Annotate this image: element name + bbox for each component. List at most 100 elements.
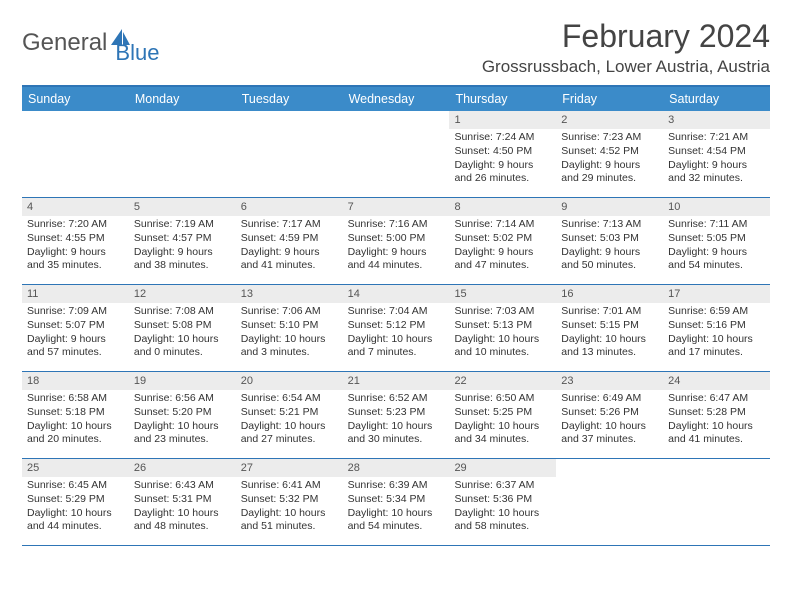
daylight-text: and 38 minutes. [134, 259, 231, 273]
week-row: 4Sunrise: 7:20 AMSunset: 4:55 PMDaylight… [22, 198, 770, 285]
sunset-text: Sunset: 5:08 PM [134, 319, 231, 333]
day-cell: 3Sunrise: 7:21 AMSunset: 4:54 PMDaylight… [663, 111, 770, 197]
sunset-text: Sunset: 5:10 PM [241, 319, 338, 333]
day-number: 10 [663, 198, 770, 216]
day-content: Sunrise: 6:39 AMSunset: 5:34 PMDaylight:… [343, 479, 450, 538]
day-content: Sunrise: 7:20 AMSunset: 4:55 PMDaylight:… [22, 218, 129, 277]
daylight-text: and 0 minutes. [134, 346, 231, 360]
day-number: 6 [236, 198, 343, 216]
day-cell: 18Sunrise: 6:58 AMSunset: 5:18 PMDayligh… [22, 372, 129, 458]
day-cell: 24Sunrise: 6:47 AMSunset: 5:28 PMDayligh… [663, 372, 770, 458]
title-block: February 2024 Grossrussbach, Lower Austr… [482, 18, 770, 77]
sunrise-text: Sunrise: 7:14 AM [454, 218, 551, 232]
day-cell: 9Sunrise: 7:13 AMSunset: 5:03 PMDaylight… [556, 198, 663, 284]
sunrise-text: Sunrise: 7:11 AM [668, 218, 765, 232]
sunset-text: Sunset: 5:31 PM [134, 493, 231, 507]
day-content: Sunrise: 7:09 AMSunset: 5:07 PMDaylight:… [22, 305, 129, 364]
day-cell [22, 111, 129, 197]
day-content: Sunrise: 7:11 AMSunset: 5:05 PMDaylight:… [663, 218, 770, 277]
day-content: Sunrise: 6:50 AMSunset: 5:25 PMDaylight:… [449, 392, 556, 451]
day-number: 5 [129, 198, 236, 216]
day-number: 22 [449, 372, 556, 390]
day-number: 23 [556, 372, 663, 390]
daylight-text: and 48 minutes. [134, 520, 231, 534]
sunset-text: Sunset: 5:29 PM [27, 493, 124, 507]
sunrise-text: Sunrise: 7:06 AM [241, 305, 338, 319]
day-cell: 20 Sunrise: 6:54 AMSunset: 5:21 PMDayligh… [236, 372, 343, 458]
sunset-text: Sunset: 5:05 PM [668, 232, 765, 246]
week-row: 25Sunrise: 6:45 AMSunset: 5:29 PMDayligh… [22, 459, 770, 546]
day-number [343, 111, 450, 129]
sunset-text: Sunset: 5:34 PM [348, 493, 445, 507]
weekday-header-row: SundayMondayTuesdayWednesdayThursdayFrid… [22, 87, 770, 111]
day-cell: 10 Sunrise: 7:11 AMSunset: 5:05 PMDayligh… [663, 198, 770, 284]
day-number: 20 [236, 372, 343, 390]
day-cell [236, 111, 343, 197]
day-content: Sunrise: 7:08 AMSunset: 5:08 PMDaylight:… [129, 305, 236, 364]
day-number: 18 [22, 372, 129, 390]
day-cell: 4Sunrise: 7:20 AMSunset: 4:55 PMDaylight… [22, 198, 129, 284]
day-number [22, 111, 129, 129]
day-number: 7 [343, 198, 450, 216]
day-content: Sunrise: 6:59 AMSunset: 5:16 PMDaylight:… [663, 305, 770, 364]
sunrise-text: Sunrise: 6:49 AM [561, 392, 658, 406]
day-number: 12 [129, 285, 236, 303]
daylight-text: and 58 minutes. [454, 520, 551, 534]
daylight-text: Daylight: 10 hours [454, 507, 551, 521]
week-row: 18Sunrise: 6:58 AMSunset: 5:18 PMDayligh… [22, 372, 770, 459]
day-cell [129, 111, 236, 197]
day-cell [556, 459, 663, 545]
daylight-text: and 30 minutes. [348, 433, 445, 447]
daylight-text: and 34 minutes. [454, 433, 551, 447]
sunrise-text: Sunrise: 7:03 AM [454, 305, 551, 319]
sunrise-text: Sunrise: 7:01 AM [561, 305, 658, 319]
weekday-header: Wednesday [343, 87, 450, 111]
day-content: Sunrise: 6:56 AMSunset: 5:20 PMDaylight:… [129, 392, 236, 451]
daylight-text: and 44 minutes. [348, 259, 445, 273]
daylight-text: Daylight: 10 hours [668, 333, 765, 347]
daylight-text: and 23 minutes. [134, 433, 231, 447]
daylight-text: and 50 minutes. [561, 259, 658, 273]
weekday-header: Monday [129, 87, 236, 111]
sunset-text: Sunset: 5:28 PM [668, 406, 765, 420]
day-cell: 22 Sunrise: 6:50 AMSunset: 5:25 PMDayligh… [449, 372, 556, 458]
day-cell: 26Sunrise: 6:43 AMSunset: 5:31 PMDayligh… [129, 459, 236, 545]
weekday-header: Thursday [449, 87, 556, 111]
daylight-text: Daylight: 10 hours [241, 420, 338, 434]
day-content: Sunrise: 6:45 AMSunset: 5:29 PMDaylight:… [22, 479, 129, 538]
sunset-text: Sunset: 4:55 PM [27, 232, 124, 246]
sunrise-text: Sunrise: 7:24 AM [454, 131, 551, 145]
sunset-text: Sunset: 5:23 PM [348, 406, 445, 420]
logo-text-1: General [22, 29, 107, 57]
daylight-text: Daylight: 10 hours [241, 507, 338, 521]
daylight-text: and 3 minutes. [241, 346, 338, 360]
daylight-text: and 32 minutes. [668, 172, 765, 186]
daylight-text: and 35 minutes. [27, 259, 124, 273]
day-number: 17 [663, 285, 770, 303]
day-number: 21 [343, 372, 450, 390]
day-content: Sunrise: 7:04 AMSunset: 5:12 PMDaylight:… [343, 305, 450, 364]
daylight-text: Daylight: 10 hours [134, 333, 231, 347]
day-cell [663, 459, 770, 545]
day-number: 2 [556, 111, 663, 129]
daylight-text: Daylight: 9 hours [454, 159, 551, 173]
sunset-text: Sunset: 4:54 PM [668, 145, 765, 159]
day-content: Sunrise: 6:41 AMSunset: 5:32 PMDaylight:… [236, 479, 343, 538]
day-cell: 12 Sunrise: 7:08 AMSunset: 5:08 PMDayligh… [129, 285, 236, 371]
sunrise-text: Sunrise: 6:39 AM [348, 479, 445, 493]
sunset-text: Sunset: 5:18 PM [27, 406, 124, 420]
daylight-text: Daylight: 9 hours [348, 246, 445, 260]
sunrise-text: Sunrise: 7:19 AM [134, 218, 231, 232]
sunrise-text: Sunrise: 6:52 AM [348, 392, 445, 406]
day-cell: 27Sunrise: 6:41 AMSunset: 5:32 PMDayligh… [236, 459, 343, 545]
day-content: Sunrise: 7:03 AMSunset: 5:13 PMDaylight:… [449, 305, 556, 364]
daylight-text: Daylight: 10 hours [27, 507, 124, 521]
sunset-text: Sunset: 4:57 PM [134, 232, 231, 246]
daylight-text: and 57 minutes. [27, 346, 124, 360]
daylight-text: Daylight: 10 hours [27, 420, 124, 434]
day-content: Sunrise: 6:54 AMSunset: 5:21 PMDaylight:… [236, 392, 343, 451]
sunrise-text: Sunrise: 7:20 AM [27, 218, 124, 232]
day-number: 11 [22, 285, 129, 303]
sunrise-text: Sunrise: 6:59 AM [668, 305, 765, 319]
sunrise-text: Sunrise: 6:45 AM [27, 479, 124, 493]
